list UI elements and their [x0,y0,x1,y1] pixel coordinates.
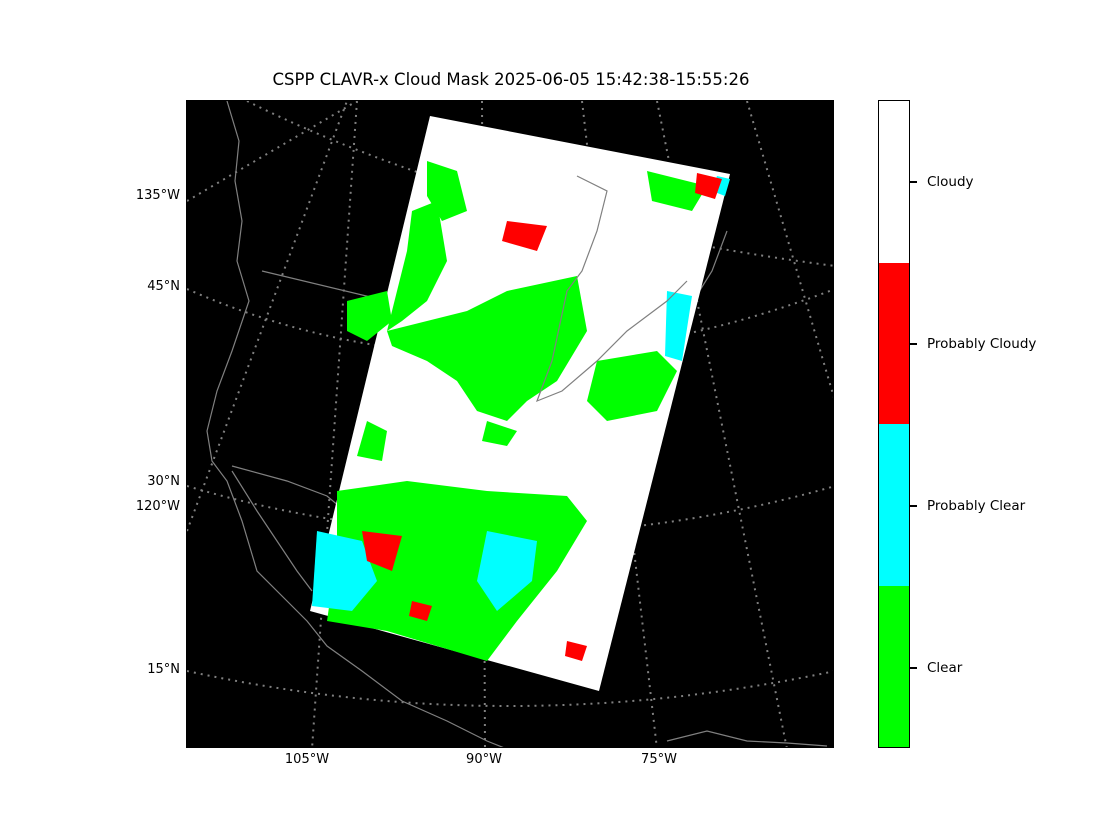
west-coast-line [206,101,504,747]
colorbar [878,100,910,748]
lon-label-135w: 135°W [135,188,180,203]
probably-clear-patch [312,531,377,611]
map-panel [186,100,834,748]
colorbar-clear-segment [879,585,909,747]
probably-cloudy-patch [502,221,547,251]
clear-patch [357,421,387,461]
lat-label-15n: 15°N [147,662,180,677]
lon-label-105w: 105°W [284,752,330,767]
baja-line [231,470,313,592]
cloud-mask-swath [310,116,730,691]
clear-patch [647,171,707,211]
clear-patch [347,291,392,341]
lon-label-120w: 120°W [135,499,180,514]
colorbar-tick [910,667,917,669]
meridian-line [656,101,788,747]
probably-clear-patch [665,291,692,361]
map-svg [187,101,833,747]
probably-cloudy-patch [695,173,722,199]
colorbar-label-probably-cloudy: Probably Cloudy [927,336,1037,352]
probably-cloudy-regions [362,173,722,661]
lat-label-30n: 30°N [147,474,180,489]
colorbar-label-probably-clear: Probably Clear [927,498,1026,514]
clear-patch [387,276,587,421]
colorbar-probably-clear-segment [879,424,909,586]
meridian-line [746,101,833,398]
clear-patch [482,421,517,446]
probably-clear-patch [477,531,537,611]
probably-cloudy-patch [362,531,402,571]
colorbar-tick [910,181,917,183]
lat-label-45n: 45°N [147,279,180,294]
clear-patch [427,161,467,221]
colorbar-label-clear: Clear [927,660,963,676]
colorbar-tick [910,505,917,507]
colorbar-probably-cloudy-segment [879,262,909,424]
colorbar-cloudy-segment [879,101,909,263]
caribbean-line [666,730,828,747]
colorbar-tick [910,343,917,345]
lon-label-75w: 75°W [641,752,677,767]
swath-coastline [535,175,688,403]
meridian-line [187,101,348,532]
probably-cloudy-patch [409,601,432,621]
lon-label-90w: 90°W [466,752,502,767]
clear-regions [327,161,707,661]
parallel-line [187,288,833,356]
clear-patch [387,201,447,331]
parallel-line [187,485,833,535]
parallel-line [187,670,833,707]
clear-patch [327,481,587,661]
probably-cloudy-patch [565,641,587,661]
map-title: CSPP CLAVR-x Cloud Mask 2025-06-05 15:42… [272,70,750,89]
clear-patch [587,351,677,421]
colorbar-label-cloudy: Cloudy [927,174,974,190]
meridian-line [187,101,358,202]
